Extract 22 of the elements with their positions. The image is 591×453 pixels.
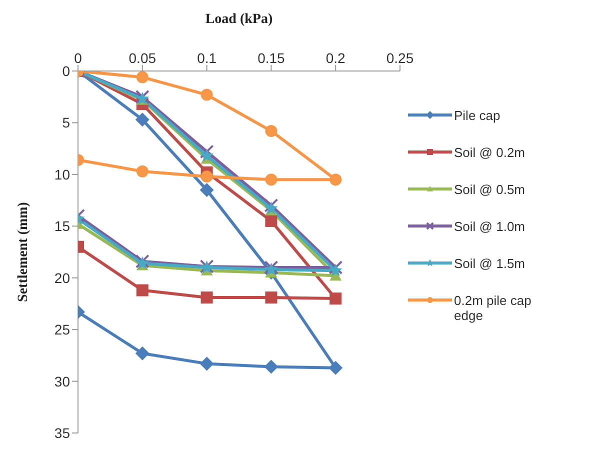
x-tick-label: 0.25 — [386, 50, 414, 66]
y-tick-label: 25 — [54, 322, 70, 338]
y-tick-label: 0 — [62, 62, 70, 79]
x-tick-label: 0.2 — [326, 50, 346, 66]
y-tick-label: 10 — [54, 166, 70, 182]
legend-label: Soil @ 0.5m — [454, 182, 526, 197]
y-axis-title: Settlement (mm) — [16, 202, 31, 302]
legend-label: Pile cap — [454, 108, 502, 123]
legend-label: 0.2m pile cap edge — [454, 293, 532, 323]
y-tick-label: 30 — [54, 373, 70, 390]
x-tick-label: 0.05 — [128, 50, 156, 66]
y-tick-label: 5 — [62, 114, 70, 131]
legend-label: Soil @ 0.2m — [454, 145, 526, 160]
legend-label: Soil @ 1.0m — [454, 219, 526, 234]
y-tick-label: 20 — [54, 270, 70, 286]
x-axis-title: Load (kPa) — [205, 12, 273, 27]
x-tick-label: 0.1 — [197, 50, 217, 66]
legend-label: Soil @ 1.5m — [454, 256, 526, 271]
y-tick-label: 15 — [54, 218, 70, 234]
x-tick-label: 0 — [74, 50, 82, 66]
y-tick-label: 35 — [54, 424, 70, 441]
x-tick-label: 0.15 — [258, 50, 286, 66]
